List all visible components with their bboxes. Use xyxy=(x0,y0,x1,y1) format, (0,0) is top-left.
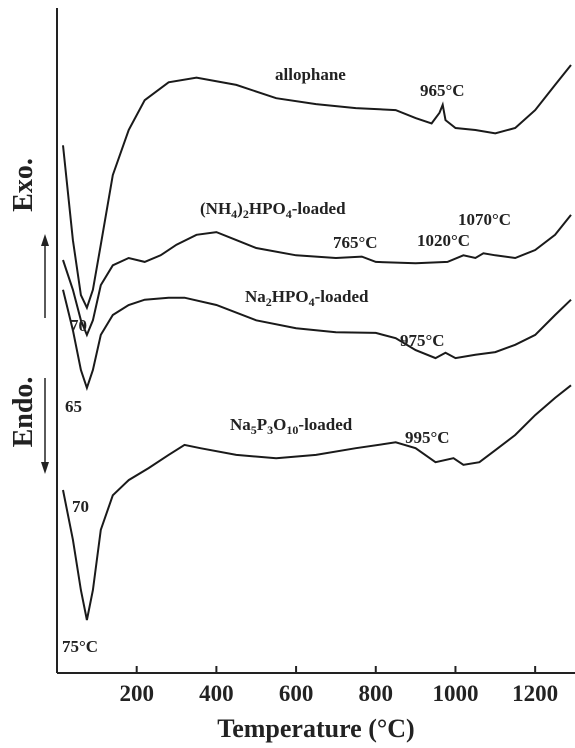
annotation: 995°C xyxy=(405,428,450,447)
annotation: 1020°C xyxy=(417,231,470,250)
annotation: 70 xyxy=(72,497,89,516)
x-tick-label: 200 xyxy=(119,681,154,706)
annotation: 70 xyxy=(70,316,87,335)
side-label: Endo. xyxy=(8,377,39,448)
annotation: 975°C xyxy=(400,331,445,350)
series-label: Na2HPO4-loaded xyxy=(245,287,369,309)
annotation: 1070°C xyxy=(458,210,511,229)
x-tick-label: 600 xyxy=(279,681,314,706)
endo-arrowhead xyxy=(41,462,49,474)
annotation: 75°C xyxy=(62,637,98,656)
x-tick-label: 1000 xyxy=(432,681,478,706)
exo-arrowhead xyxy=(41,234,49,246)
series-label: Na5P3O10-loaded xyxy=(230,415,353,437)
annotation: 965°C xyxy=(420,81,465,100)
x-tick-label: 800 xyxy=(359,681,394,706)
x-tick-label: 400 xyxy=(199,681,234,706)
x-axis-title: Temperature (°C) xyxy=(217,714,414,743)
series-label: (NH4)2HPO4-loaded xyxy=(200,199,346,221)
x-tick-label: 1200 xyxy=(512,681,558,706)
series-label: allophane xyxy=(275,65,346,84)
annotation: 765°C xyxy=(333,233,378,252)
curve xyxy=(62,64,572,311)
side-label: Exo. xyxy=(8,158,39,212)
curve xyxy=(62,384,572,621)
annotation: 65 xyxy=(65,397,82,416)
curve xyxy=(62,289,572,392)
curve xyxy=(62,214,572,338)
